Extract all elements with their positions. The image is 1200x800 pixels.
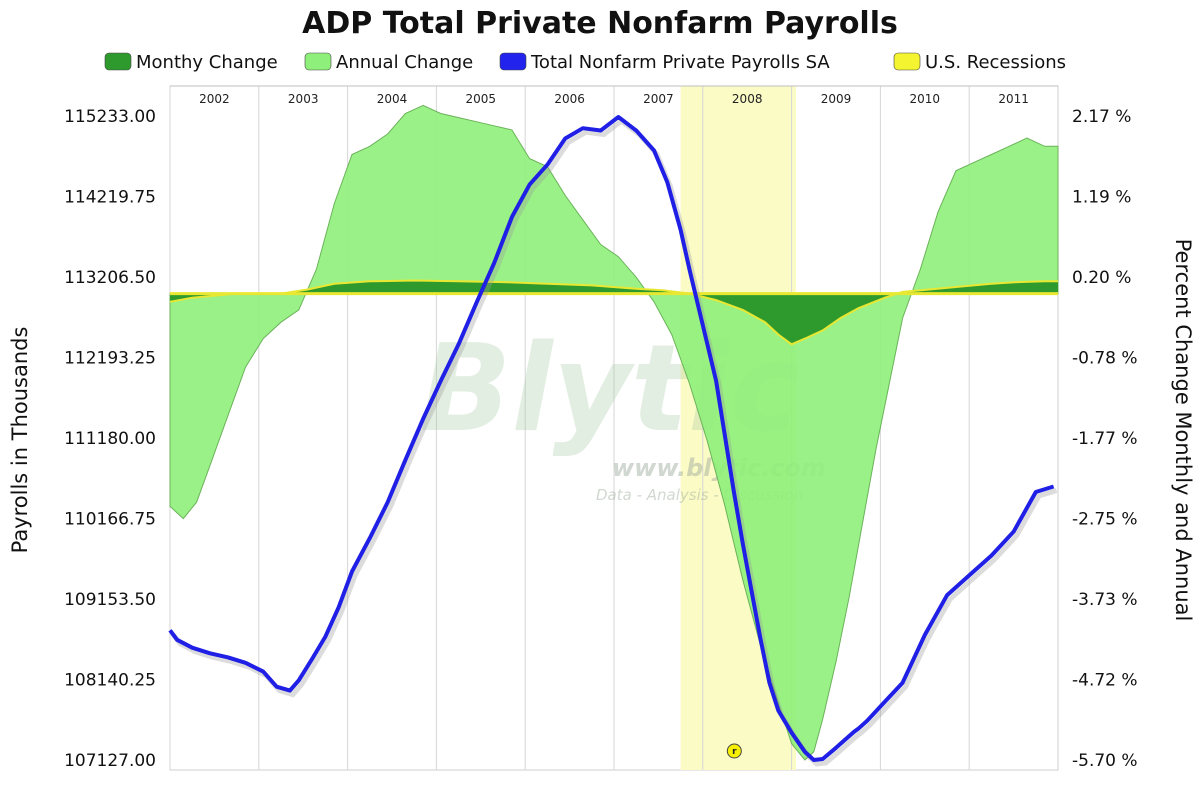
right-axis-title: Percent Change Monthly and Annual — [1171, 239, 1195, 622]
legend-label: Total Nonfarm Private Payrolls SA — [530, 52, 830, 73]
y-left-tick-label: 112193.25 — [64, 349, 156, 369]
legend-label: Annual Change — [336, 52, 473, 73]
year-label: 2010 — [910, 92, 941, 106]
y-right-tick-label: -2.75 % — [1072, 510, 1138, 530]
monthly-change-area — [170, 280, 1058, 345]
year-label: 2005 — [466, 92, 497, 106]
recession-marker-icon[interactable]: r — [726, 743, 742, 759]
y-left-tick-label: 107127.00 — [64, 751, 156, 771]
year-label: 2011 — [998, 92, 1029, 106]
y-right-tick-label: -3.73 % — [1072, 590, 1138, 610]
left-axis-title: Payrolls in Thousands — [8, 327, 32, 554]
y-left-tick-label: 111180.00 — [64, 429, 156, 449]
y-left-tick-label: 109153.50 — [64, 590, 156, 610]
y-right-tick-label: -5.70 % — [1072, 751, 1138, 771]
left-axis-ticks: 115233.00 114219.75 113206.50 112193.25 1111… — [64, 107, 156, 771]
annual-change-area — [169, 104, 1059, 761]
y-right-tick-label: -4.72 % — [1072, 671, 1138, 691]
svg-text:r: r — [732, 747, 737, 757]
payrolls-line — [168, 115, 1055, 762]
legend-label: U.S. Recessions — [925, 52, 1066, 73]
y-right-tick-label: 1.19 % — [1072, 188, 1131, 208]
monthly-change-line — [169, 279, 1058, 346]
y-right-tick-label: 0.20 % — [1072, 268, 1131, 288]
year-label: 2002 — [199, 92, 230, 106]
y-left-tick-label: 108140.25 — [64, 671, 156, 691]
year-labels: 2002 2003 2004 2005 2006 2007 2008 2009 2010 2011 — [199, 92, 1029, 106]
legend-swatch — [499, 52, 527, 71]
y-right-tick-label: -1.77 % — [1072, 429, 1138, 449]
y-left-tick-label: 114219.75 — [64, 188, 156, 208]
year-label: 2004 — [377, 92, 408, 106]
chart-title: ADP Total Private Nonfarm Payrolls — [302, 6, 898, 41]
right-axis-ticks: 2.17 % 1.19 % 0.20 % -0.78 % -1.77 % -2.75 % -… — [1072, 107, 1138, 771]
y-right-tick-label: -0.78 % — [1072, 349, 1138, 369]
legend-swatch — [304, 52, 332, 71]
y-left-tick-label: 113206.50 — [64, 268, 156, 288]
y-left-tick-label: 115233.00 — [64, 107, 156, 127]
legend-label: Monthy Change — [136, 52, 278, 73]
legend-swatch — [104, 52, 132, 71]
legend: Monthy Change Annual Change Total Nonfarm … — [104, 52, 1066, 73]
y-right-tick-label: 2.17 % — [1072, 107, 1131, 127]
legend-swatch — [893, 52, 921, 71]
year-label: 2007 — [643, 92, 674, 106]
year-label: 2003 — [288, 92, 319, 106]
year-label: 2006 — [554, 92, 585, 106]
year-label: 2008 — [732, 92, 763, 106]
y-left-tick-label: 110166.75 — [64, 510, 156, 530]
year-label: 2009 — [821, 92, 852, 106]
